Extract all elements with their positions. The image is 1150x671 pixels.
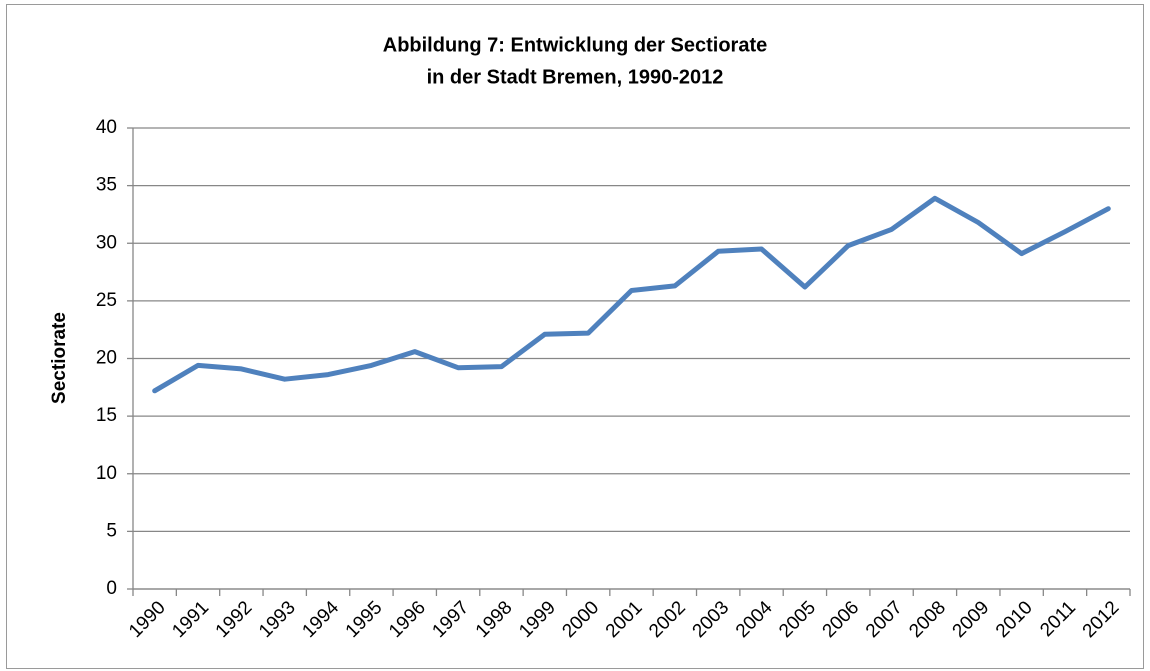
data-line: [152, 195, 1111, 394]
y-tick-label: 10: [96, 463, 117, 484]
chart-frame: [6, 4, 1144, 669]
y-axis-label: Sectiorate: [49, 312, 70, 404]
y-tick-label: 25: [96, 290, 117, 311]
chart-title: Abbildung 7: Entwicklung der Sectiorate: [383, 34, 767, 56]
y-tick-label: 20: [96, 348, 117, 369]
chart-title: in der Stadt Bremen, 1990-2012: [427, 66, 724, 88]
y-tick-label: 0: [106, 578, 117, 599]
y-tick-label: 15: [96, 405, 117, 426]
y-tick-label: 35: [96, 175, 117, 196]
y-tick-label: 40: [96, 117, 117, 138]
y-tick-label: 30: [96, 232, 117, 253]
y-tick-label: 5: [106, 520, 117, 541]
